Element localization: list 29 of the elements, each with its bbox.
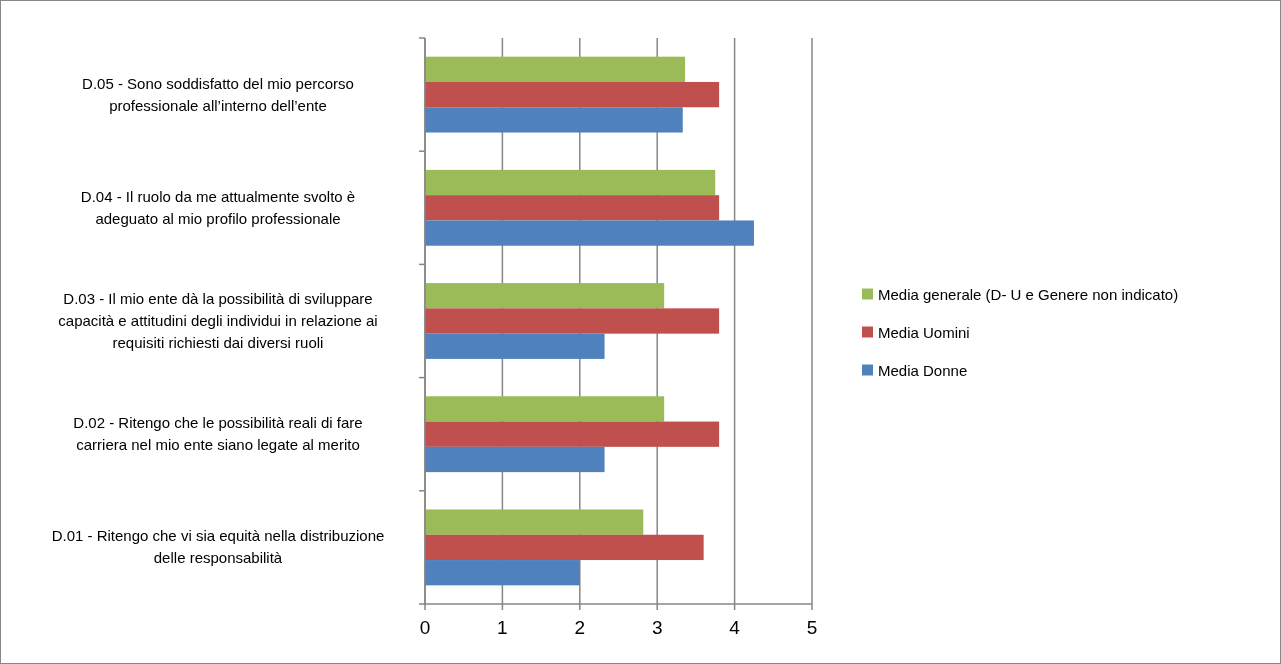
x-tick-label: 5 [806,617,818,638]
bar [425,169,716,196]
bar [425,107,683,133]
legend-label: Media Uomini [878,323,970,341]
x-tick-label: 2 [574,617,586,638]
bar [425,195,720,221]
y-tick-label: D.03 - Il mio ente dà la possibilità di sviluppare capacità e attitudini degli individui in relazione ai requisiti richiesti dai diversi ruoli [58,290,378,351]
bar [425,333,605,359]
bar [425,509,644,535]
bar [425,308,720,334]
y-tick-label: D.04 - Il ruolo da me attualmente svolto è adeguato al mio profilo professionale [80,187,356,227]
bar [425,283,665,309]
legend-label: Media generale (D- U e Genere non indicato) [878,285,1179,303]
legend-label: Media Donne [878,361,968,379]
y-tick-label: D.02 - Ritengo che le possibilità reali di fare carriera nel mio ente siano legate al merito [73,414,363,454]
bar [425,534,704,561]
bar [425,81,720,108]
bar [425,446,605,473]
y-tick-label: D.05 - Sono soddisfatto del mio percorso professionale all’interno dell’ente [82,74,354,114]
x-tick-label: 1 [497,617,508,638]
bar [425,421,720,447]
y-tick-label: D.01 - Ritengo che vi sia equità nella distribuzione delle responsabilità [51,527,385,567]
bar [425,560,580,586]
x-tick-label: 0 [419,617,431,638]
bar [425,396,665,422]
x-tick-label: 4 [729,617,741,638]
bar [425,56,686,82]
bar [425,220,754,246]
x-tick-label: 3 [651,617,663,638]
